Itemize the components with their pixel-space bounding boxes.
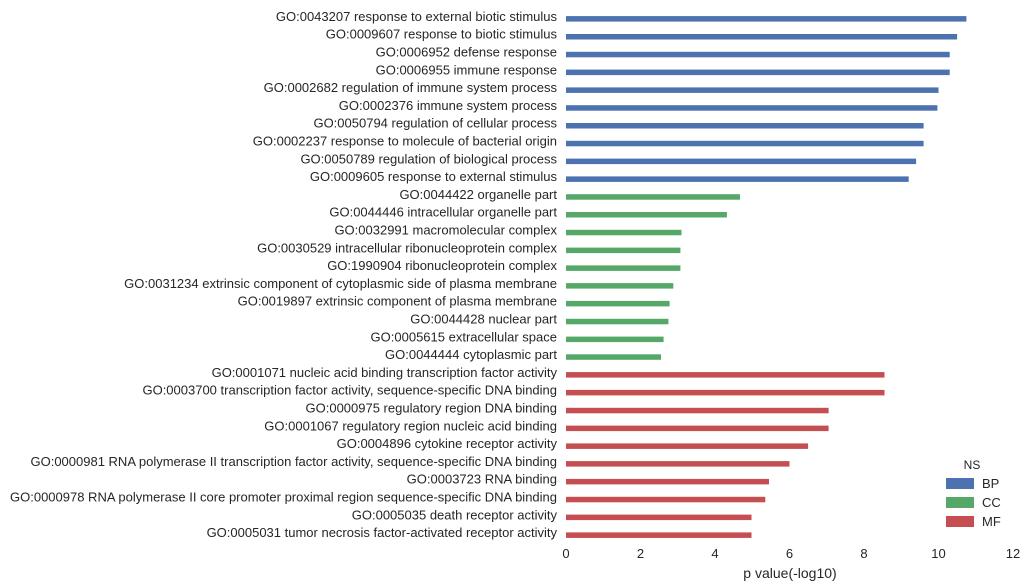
bar-mf: [566, 496, 766, 503]
y-tick-label: GO:0001071 nucleic acid binding transcri…: [212, 365, 558, 380]
y-tick-label: GO:0000975 regulatory region DNA binding: [306, 401, 558, 416]
bar-mf: [566, 407, 829, 414]
bar-cc: [566, 247, 681, 254]
y-tick-label: GO:1990904 ribonucleoprotein complex: [327, 258, 557, 273]
bar-cc: [566, 336, 664, 343]
legend-swatch-cc: [946, 497, 974, 508]
bar-cc: [566, 283, 674, 289]
y-tick-labels: GO:0043207 response to external biotic s…: [10, 9, 558, 540]
y-tick-label: GO:0006952 defense response: [376, 45, 557, 60]
bar-bp: [566, 34, 958, 40]
legend-label-cc: CC: [982, 495, 1001, 510]
bar-bp: [566, 69, 950, 76]
bar-cc: [566, 300, 670, 307]
y-tick-label: GO:0032991 macromolecular complex: [334, 223, 557, 238]
y-tick-label: GO:0044428 nuclear part: [410, 312, 557, 327]
y-tick-label: GO:0002682 regulation of immune system p…: [264, 80, 558, 95]
bar-bp: [566, 87, 939, 93]
x-tick-label: 10: [931, 546, 945, 561]
legend-label-bp: BP: [982, 476, 999, 491]
bar-mf: [566, 478, 769, 485]
y-tick-label: GO:0002237 response to molecule of bacte…: [253, 134, 557, 149]
y-tick-label: GO:0009607 response to biotic stimulus: [326, 27, 558, 42]
bar-cc: [566, 318, 669, 325]
bar-cc: [566, 229, 682, 236]
x-tick-label: 0: [562, 546, 569, 561]
y-tick-label: GO:0044422 organelle part: [399, 187, 557, 202]
bar-bp: [566, 140, 924, 147]
y-tick-label: GO:0000978 RNA polymerase II core promot…: [10, 490, 557, 505]
y-tick-label: GO:0044444 cytoplasmic part: [385, 347, 557, 362]
bar-mf: [566, 443, 809, 449]
y-tick-label: GO:0005031 tumor necrosis factor-activat…: [207, 525, 558, 540]
x-tick-label: 2: [637, 546, 644, 561]
y-tick-label: GO:0050789 regulation of biological proc…: [300, 151, 557, 166]
bar-mf: [566, 461, 790, 467]
y-tick-label: GO:0019897 extrinsic component of plasma…: [238, 294, 557, 309]
y-tick-label: GO:0003700 transcription factor activity…: [142, 383, 557, 398]
legend: NS BP CC MF: [946, 458, 1001, 529]
bar-cc: [566, 265, 681, 271]
x-tick-label: 4: [711, 546, 718, 561]
legend-swatch-mf: [946, 516, 974, 527]
bar-cc: [566, 194, 740, 200]
x-tick-labels: 0 2 4 6 8 10 12: [562, 546, 1020, 561]
y-tick-label: GO:0006955 immune response: [376, 62, 557, 77]
legend-label-mf: MF: [982, 514, 1001, 529]
y-tick-label: GO:0001067 regulatory region nucleic aci…: [264, 418, 557, 433]
y-tick-label: GO:0044446 intracellular organelle part: [329, 205, 557, 220]
bar-mf: [566, 514, 752, 521]
y-tick-label: GO:0000981 RNA polymerase II transcripti…: [30, 454, 557, 469]
y-tick-label: GO:0005035 death receptor activity: [352, 507, 558, 522]
y-tick-label: GO:0030529 intracellular ribonucleoprote…: [257, 240, 557, 255]
y-tick-label: GO:0043207 response to external biotic s…: [276, 9, 558, 24]
bar-mf: [566, 389, 885, 396]
bar-cc: [566, 354, 661, 360]
bar-bp: [566, 105, 938, 111]
x-tick-label: 12: [1006, 546, 1020, 561]
x-tick-label: 6: [786, 546, 793, 561]
bar-bp: [566, 176, 909, 182]
legend-swatch-bp: [946, 478, 974, 489]
bars-group: [566, 16, 967, 538]
bar-mf: [566, 532, 752, 538]
bar-mf: [566, 372, 885, 378]
bar-cc: [566, 212, 727, 218]
y-tick-label: GO:0003723 RNA binding: [407, 472, 557, 487]
bar-bp: [566, 16, 967, 22]
y-tick-label: GO:0031234 extrinsic component of cytopl…: [124, 276, 557, 291]
bar-bp: [566, 158, 917, 165]
y-tick-label: GO:0004896 cytokine receptor activity: [337, 436, 558, 451]
bar-bp: [566, 123, 924, 129]
y-tick-label: GO:0050794 regulation of cellular proces…: [313, 116, 557, 131]
bar-bp: [566, 51, 950, 58]
y-tick-label: GO:0002376 immune system process: [339, 98, 558, 113]
y-tick-label: GO:0009605 response to external stimulus: [310, 169, 558, 184]
bar-mf: [566, 425, 829, 432]
legend-title: NS: [964, 458, 981, 472]
x-tick-label: 8: [860, 546, 867, 561]
y-tick-label: GO:0005615 extracellular space: [371, 329, 557, 344]
x-axis-label: p value(-log10): [743, 565, 836, 581]
